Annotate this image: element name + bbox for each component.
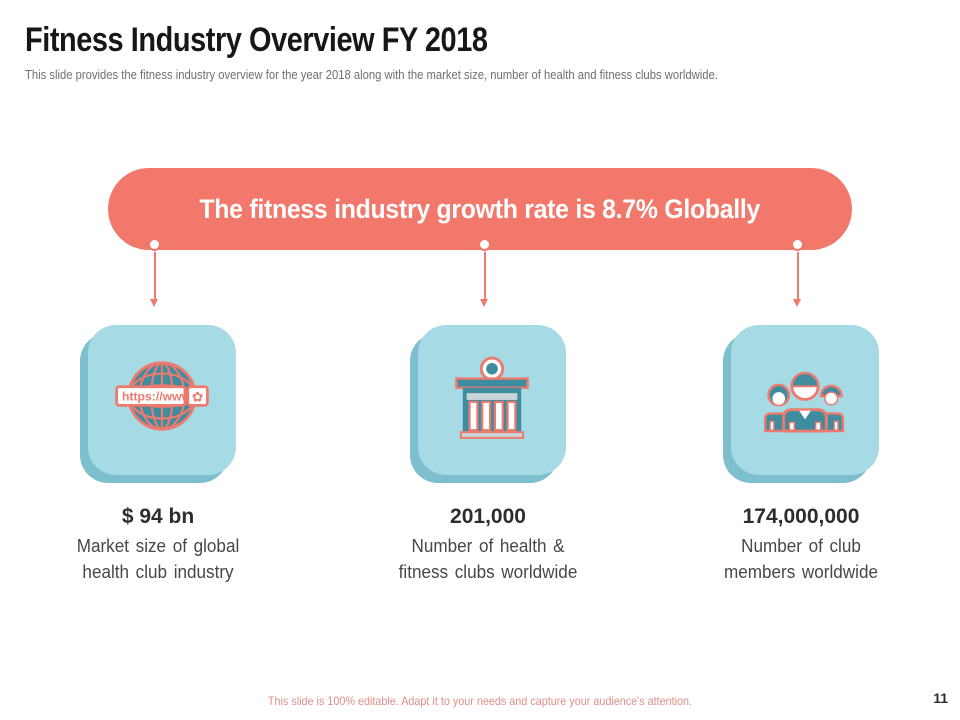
header: Fitness Industry Overview FY 2018 This s… <box>25 21 935 83</box>
page-subtitle: This slide provides the fitness industry… <box>25 68 718 83</box>
people-group-icon <box>758 363 852 438</box>
arrow-down-icon <box>793 299 801 307</box>
page-number: 11 <box>933 690 948 706</box>
arrow-down-icon <box>480 299 488 307</box>
globe-www-icon: https://www ✿ <box>115 357 209 444</box>
card <box>418 325 566 475</box>
growth-rate-banner: The fitness industry growth rate is 8.7%… <box>108 168 852 250</box>
stat-label: Number of club members worldwide <box>724 536 878 582</box>
footer-note: This slide is 100% editable. Adapt it to… <box>267 694 693 708</box>
connector-line-2 <box>484 252 486 299</box>
stat-card <box>410 325 566 483</box>
growth-rate-banner-text: The fitness industry growth rate is 8.7%… <box>199 193 761 224</box>
stat-members: 174,000,000 Number of club members world… <box>671 325 931 585</box>
stat-label: Market size of global health club indust… <box>76 536 240 582</box>
connector-dot-2 <box>478 238 491 251</box>
connector-line-3 <box>797 252 799 299</box>
connector-line-1 <box>154 252 156 299</box>
stat-clubs: 201,000 Number of health & fitness clubs… <box>358 325 618 585</box>
card: https://www ✿ <box>88 325 236 475</box>
connector-dot-1 <box>148 238 161 251</box>
page-title: Fitness Industry Overview FY 2018 <box>25 21 488 59</box>
card <box>731 325 879 475</box>
url-text: https://www <box>122 389 192 403</box>
building-icon <box>455 356 529 445</box>
stat-card <box>723 325 879 483</box>
connector-dot-3 <box>791 238 804 251</box>
stat-value: 174,000,000 <box>742 505 860 528</box>
stat-card: https://www ✿ <box>80 325 236 483</box>
stat-label: Number of health & fitness clubs worldwi… <box>398 536 578 582</box>
stat-value: $ 94 bn <box>121 505 195 528</box>
arrow-down-icon <box>150 299 158 307</box>
stat-value: 201,000 <box>450 505 526 528</box>
stat-market-size: https://www ✿ $ 94 bn Market size of glo… <box>28 325 288 585</box>
florette-glyph: ✿ <box>192 389 203 405</box>
